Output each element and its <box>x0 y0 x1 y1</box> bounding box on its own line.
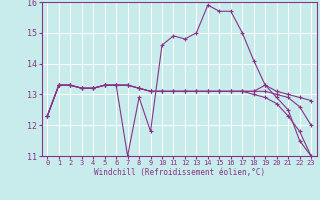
X-axis label: Windchill (Refroidissement éolien,°C): Windchill (Refroidissement éolien,°C) <box>94 168 265 177</box>
